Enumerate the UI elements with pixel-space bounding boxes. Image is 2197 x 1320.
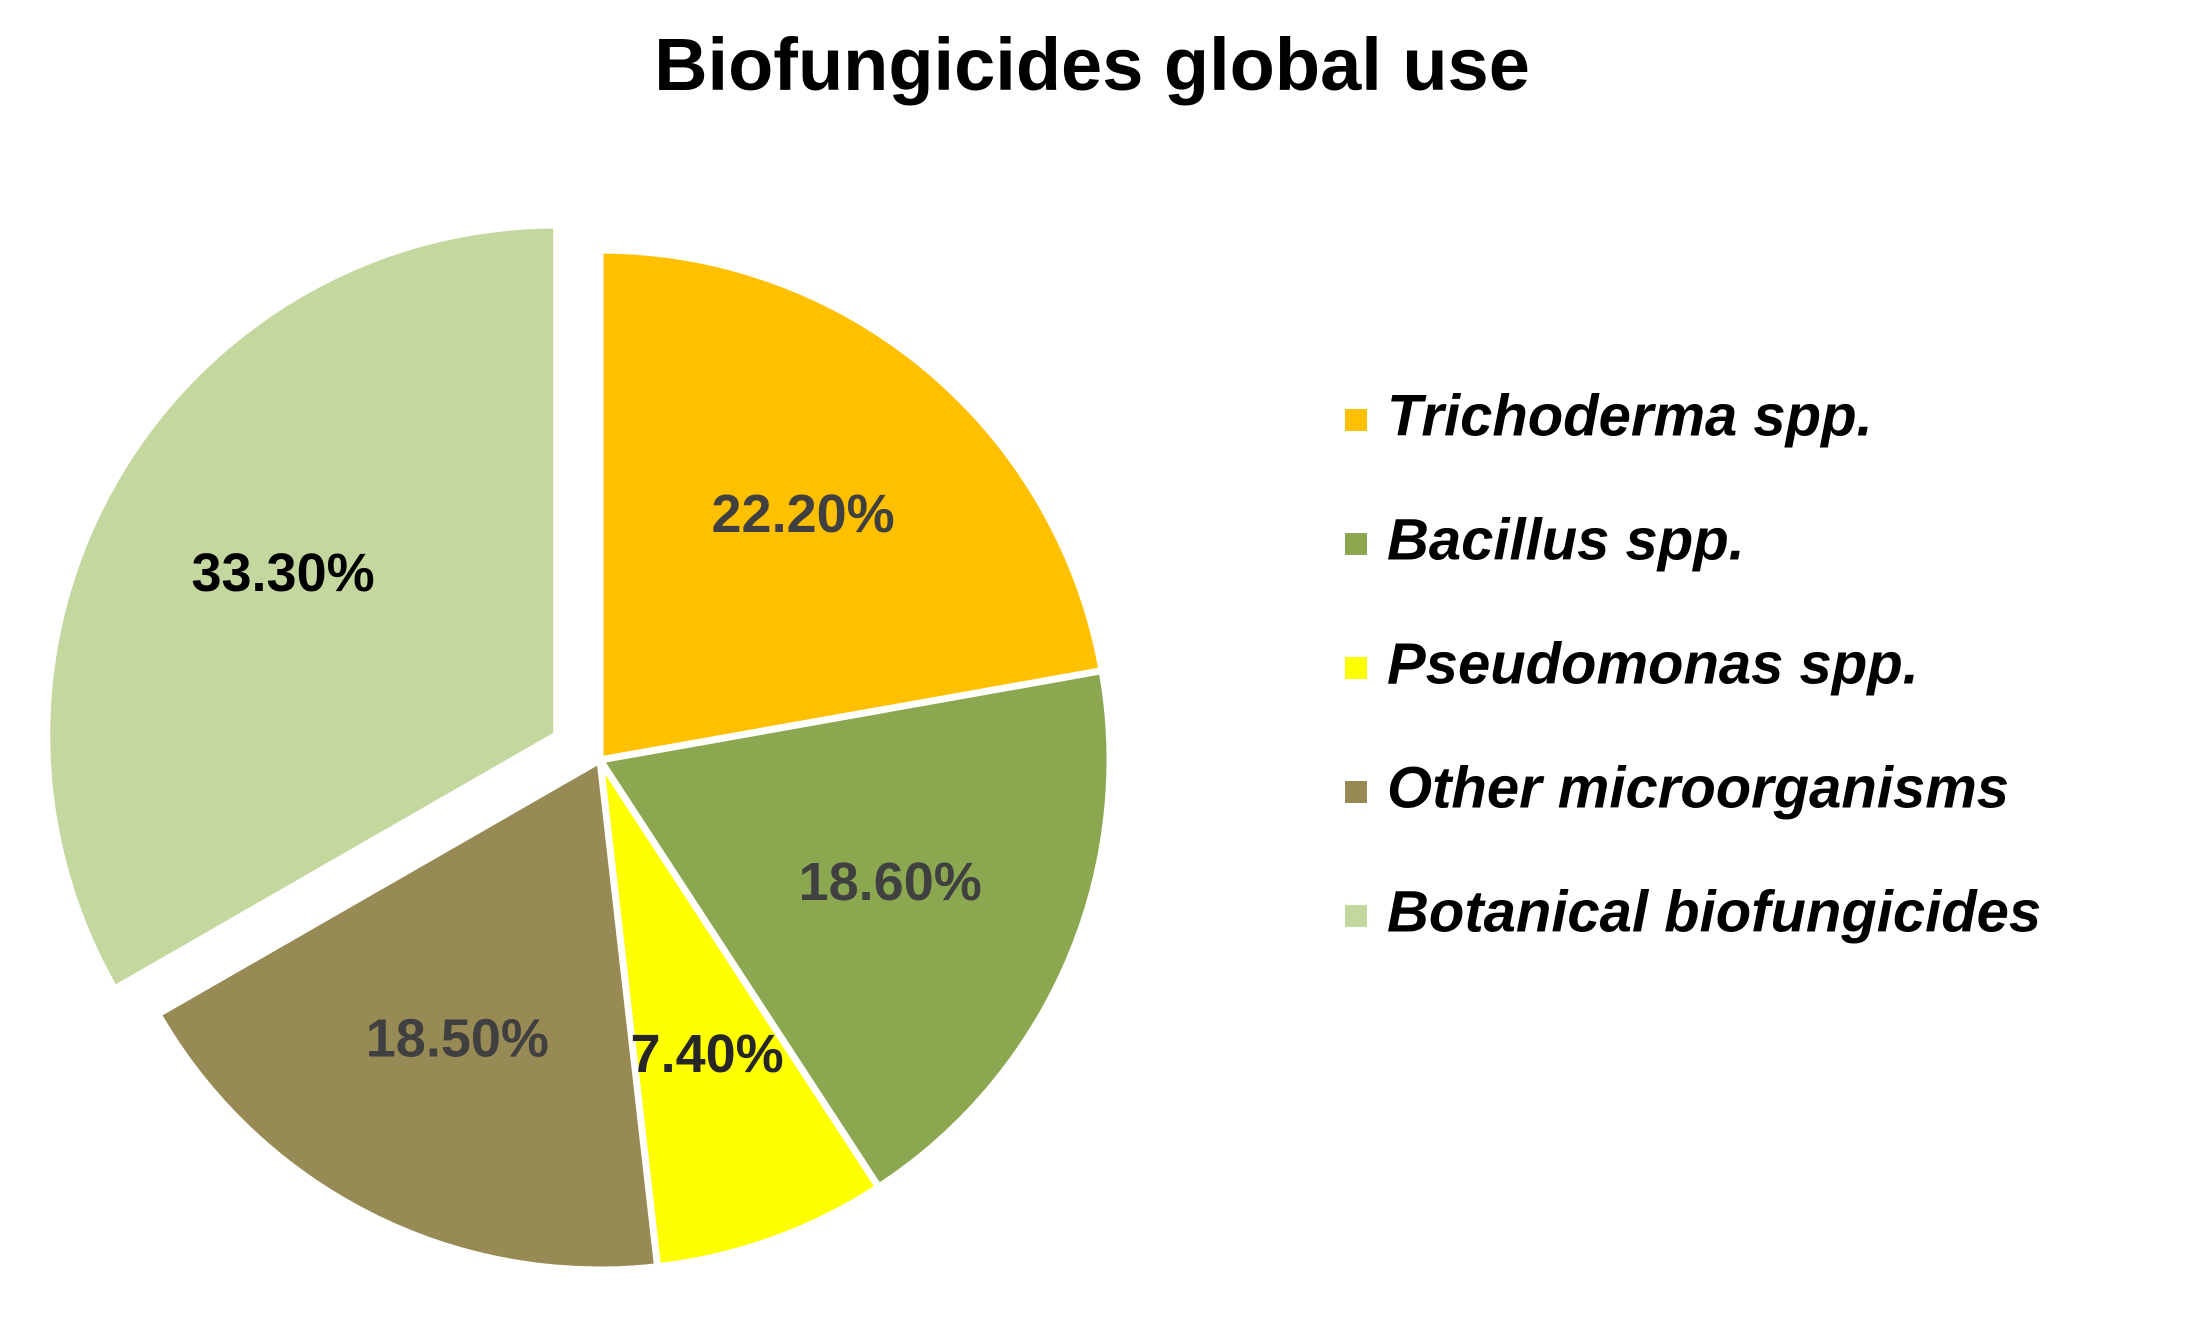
legend-swatch-trichoderma-spp (1345, 409, 1367, 431)
pie-slice-other-microorganisms (154, 756, 662, 1274)
pie-slice-pseudomonas-spp (596, 756, 883, 1271)
data-label-botanical-biofungicides: 33.30% (191, 543, 374, 603)
legend-swatch-botanical-biofungicides (1345, 905, 1367, 927)
legend-swatch-bacillus-spp (1345, 533, 1367, 555)
legend-label-botanical-biofungicides: Botanical biofungicides (1387, 879, 2041, 944)
pie-slice-trichoderma-spp (596, 246, 1106, 764)
pie-slice-labels: 22.20% 18.60% 7.40% 18.50% 33.30% (191, 484, 981, 1084)
legend-label-trichoderma-spp: Trichoderma spp. (1387, 383, 1873, 448)
data-label-trichoderma-spp: 22.20% (712, 484, 895, 544)
data-label-pseudomonas-spp: 7.40% (631, 1024, 784, 1084)
chart-title: Biofungicides global use (654, 23, 1530, 106)
legend-swatch-other-microorganisms (1345, 781, 1367, 803)
data-label-bacillus-spp: 18.60% (799, 852, 982, 912)
pie-slice-bacillus-spp (596, 667, 1114, 1191)
legend-label-pseudomonas-spp: Pseudomonas spp. (1387, 631, 1919, 696)
legend-label-bacillus-spp: Bacillus spp. (1387, 507, 1745, 572)
legend: Trichoderma spp. Bacillus spp. Pseudomonas… (1345, 383, 2041, 944)
legend-swatch-pseudomonas-spp (1345, 657, 1367, 679)
pie-slice-botanical-biofungicides (43, 221, 561, 993)
pie-slices (43, 221, 1114, 1274)
data-label-other-microorganisms: 18.50% (366, 1008, 549, 1068)
legend-label-other-microorganisms: Other microorganisms (1387, 755, 2009, 820)
